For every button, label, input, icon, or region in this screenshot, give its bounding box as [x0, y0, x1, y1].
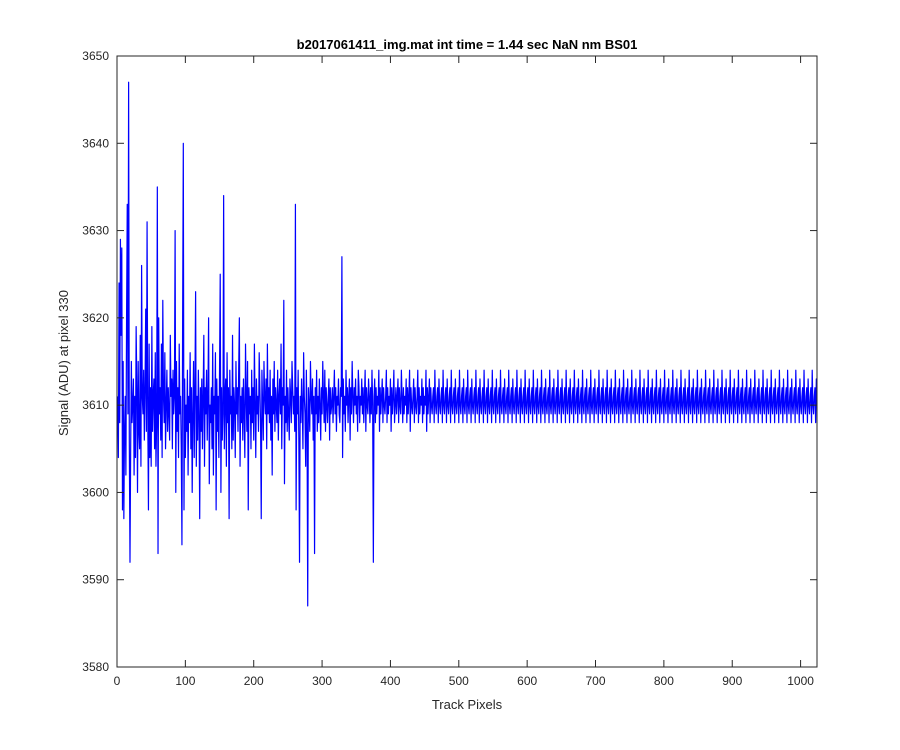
x-tick-label: 1000	[787, 674, 814, 688]
y-tick-label: 3650	[82, 49, 109, 63]
x-tick-label: 700	[586, 674, 606, 688]
series-line-1	[117, 81, 817, 607]
x-axis-label: Track Pixels	[432, 697, 503, 712]
x-tick-label: 900	[722, 674, 742, 688]
x-tick-label: 0	[114, 674, 121, 688]
axes: 0 100 200 300 400 500 600 700 800 900 1000 3580 3590…	[82, 49, 818, 688]
plot-area	[117, 81, 817, 607]
x-tick-label: 800	[654, 674, 674, 688]
chart-title: b2017061411_img.mat int time = 1.44 sec …	[297, 37, 638, 52]
x-tick-label: 300	[312, 674, 332, 688]
y-axis-label: Signal (ADU) at pixel 330	[56, 290, 71, 436]
y-tick-label: 3620	[82, 311, 109, 325]
x-tick-label: 500	[449, 674, 469, 688]
x-tick-label: 100	[175, 674, 195, 688]
y-tick-label: 3640	[82, 136, 109, 150]
y-tick-label: 3610	[82, 398, 109, 412]
x-tick-label: 600	[517, 674, 537, 688]
axes-box	[116, 55, 818, 668]
x-tick-label: 400	[380, 674, 400, 688]
y-tick-label: 3580	[82, 660, 109, 674]
y-tick-label: 3630	[82, 224, 109, 238]
y-tick-label: 3600	[82, 485, 109, 499]
y-tick-label: 3590	[82, 573, 109, 587]
x-tick-label: 200	[244, 674, 264, 688]
